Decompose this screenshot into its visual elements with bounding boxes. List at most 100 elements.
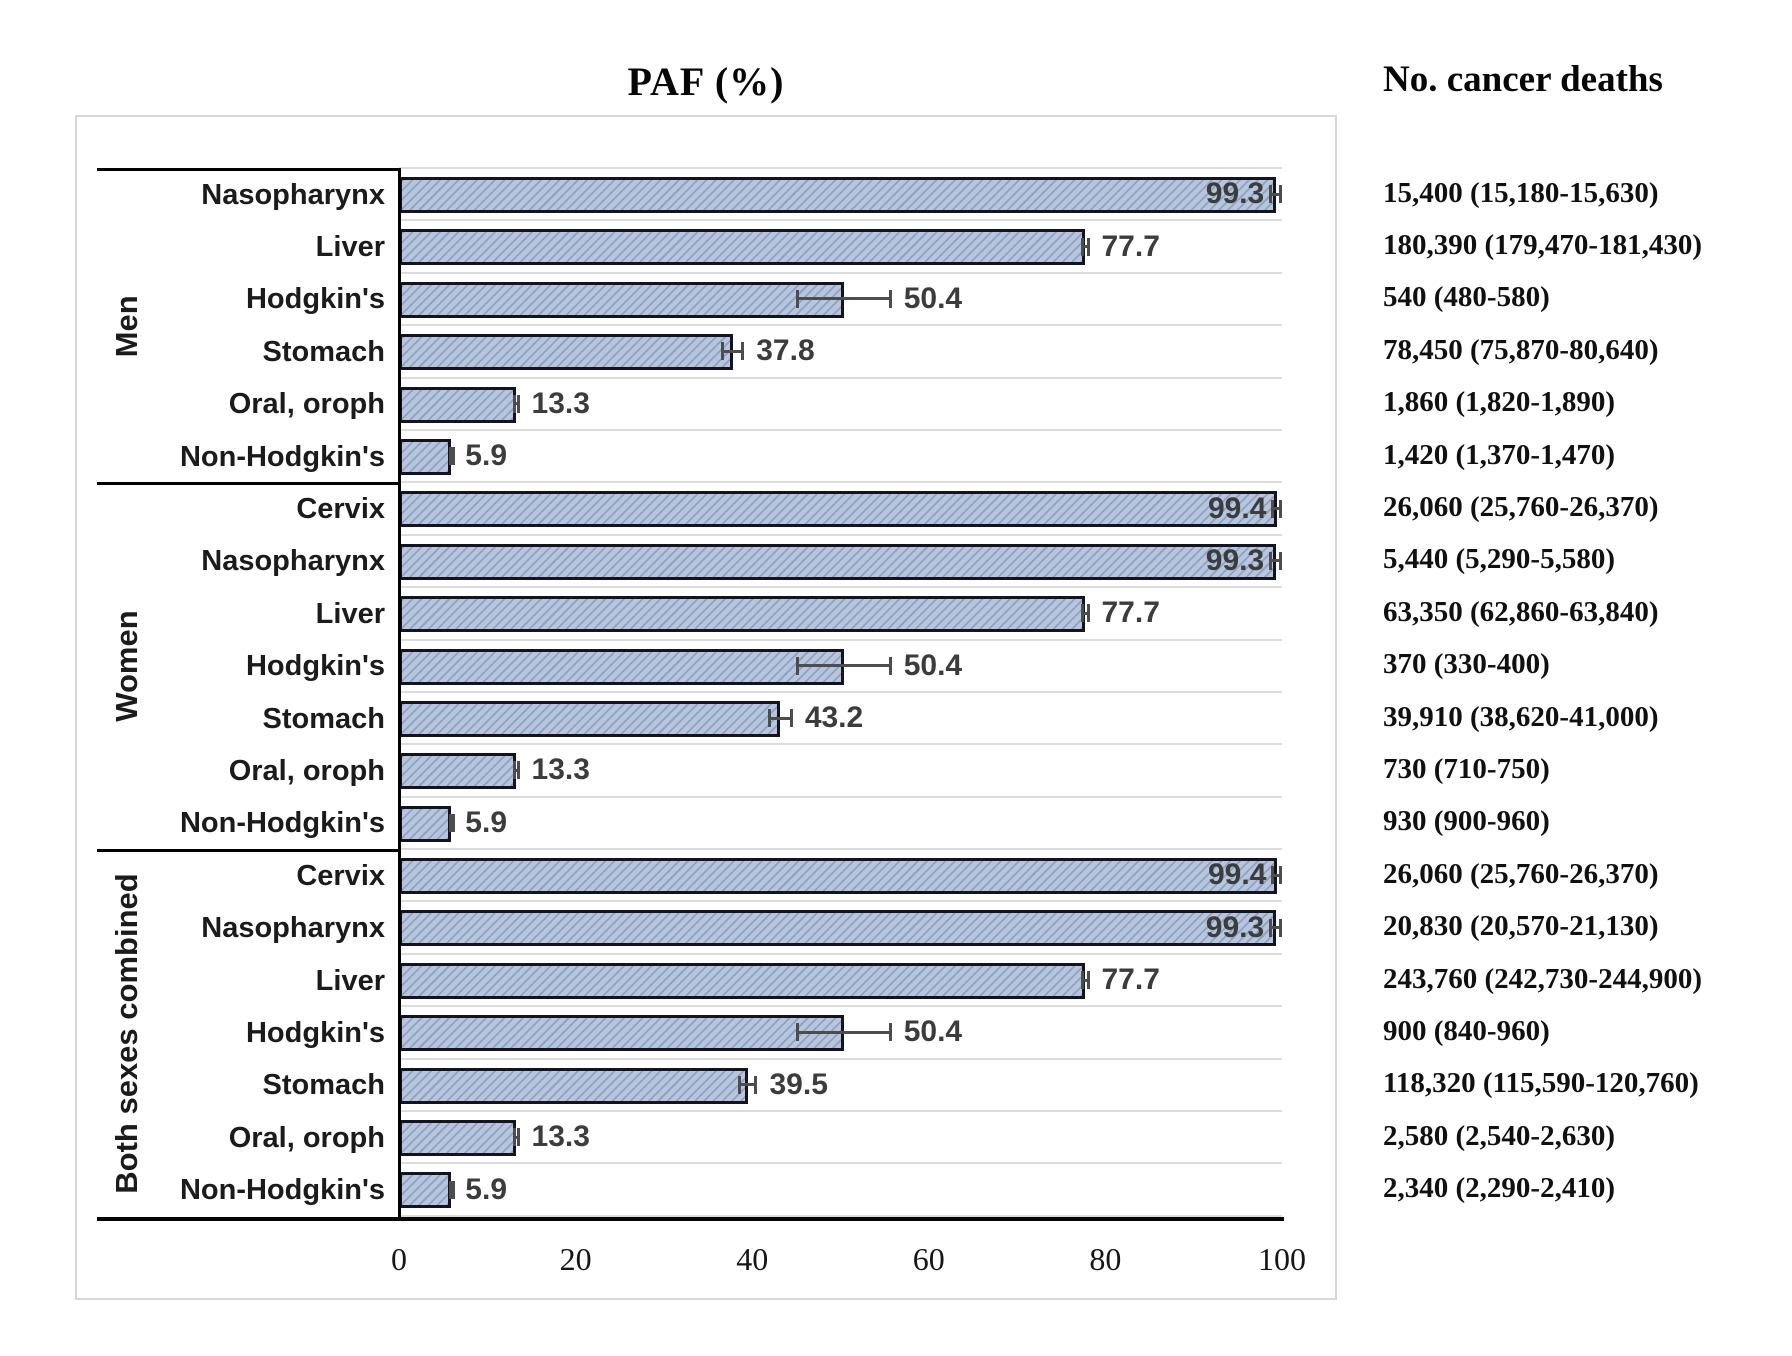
x-tick-label: 100 xyxy=(1258,1241,1306,1277)
bar-track: 99.3 xyxy=(399,169,1283,222)
chart-row: Liver 77.7 xyxy=(97,588,1282,641)
error-bar xyxy=(448,1180,455,1199)
chart-row: Nasopharynx 99.3 xyxy=(97,169,1283,222)
bar xyxy=(399,438,452,475)
error-bar xyxy=(796,289,892,308)
chart-frame: Men Nasopharynx 99.3 Liver 77.7 Hodgkin's 50.4… xyxy=(75,115,1337,1300)
error-bar xyxy=(1269,918,1283,937)
bar-track: 99.4 xyxy=(399,483,1282,536)
error-bar xyxy=(1080,971,1090,990)
deaths-row: 26,060 (25,760-26,370) xyxy=(1383,857,1659,890)
bar xyxy=(399,334,733,371)
category-label: Nasopharynx xyxy=(97,169,399,222)
x-tick-label: 0 xyxy=(391,1241,407,1277)
group-label: Men xyxy=(109,295,144,358)
bar-track: 5.9 xyxy=(399,798,1282,851)
x-tick-label: 80 xyxy=(1089,1241,1122,1277)
deaths-row: 370 (330-400) xyxy=(1383,648,1550,681)
error-bar xyxy=(513,761,520,780)
value-label: 99.4 xyxy=(1208,858,1267,892)
category-label: Hodgkin's xyxy=(97,273,399,327)
value-label: 99.3 xyxy=(1205,177,1265,211)
deaths-row: 5,440 (5,290-5,580) xyxy=(1383,543,1615,576)
error-bar xyxy=(1080,237,1090,256)
value-label: 77.7 xyxy=(1101,229,1160,263)
bar xyxy=(399,1067,748,1104)
chart-row: Cervix 99.4 xyxy=(97,850,1282,903)
bar xyxy=(399,648,845,685)
value-label: 99.3 xyxy=(1205,910,1265,944)
chart-row: Hodgkin's 50.4 xyxy=(97,273,1282,327)
deaths-column-header: No. cancer deaths xyxy=(1383,59,1663,100)
bar-track: 50.4 xyxy=(399,1007,1282,1060)
category-label: Stomach xyxy=(97,326,399,379)
deaths-row: 1,860 (1,820-1,890) xyxy=(1383,386,1615,419)
deaths-row: 26,060 (25,760-26,370) xyxy=(1383,491,1659,524)
deaths-row: 930 (900-960) xyxy=(1383,805,1550,838)
error-bar xyxy=(513,394,520,413)
bar xyxy=(399,229,1086,266)
deaths-row: 39,910 (38,620-41,000) xyxy=(1383,700,1659,733)
bar-track: 99.3 xyxy=(399,902,1283,955)
error-bar xyxy=(738,1075,758,1094)
x-tick-label: 20 xyxy=(559,1241,592,1277)
bar xyxy=(399,805,452,842)
chart-row: Non-Hodgkin's 5.9 xyxy=(97,797,1282,851)
bar-track: 13.3 xyxy=(399,1112,1282,1165)
group-both-sexes-combined: Both sexes combined Cervix 99.4 Nasopharynx… xyxy=(97,849,1283,1217)
deaths-row: 118,320 (115,590-120,760) xyxy=(1383,1067,1699,1100)
bar xyxy=(399,596,1086,633)
value-label: 5.9 xyxy=(465,1172,508,1206)
bar-track: 50.4 xyxy=(399,641,1282,693)
bar-track: 99.4 xyxy=(399,850,1282,903)
bar xyxy=(399,753,517,790)
chart-row: Oral, oroph 13.3 xyxy=(97,378,1282,431)
deaths-row: 2,340 (2,290-2,410) xyxy=(1383,1172,1615,1205)
x-axis-ticks: 0 20 40 60 80 100 xyxy=(391,1241,1306,1291)
deaths-row: 78,450 (75,870-80,640) xyxy=(1383,333,1659,366)
error-bar xyxy=(796,656,892,675)
category-label: Nasopharynx xyxy=(97,902,399,955)
bar xyxy=(399,386,517,423)
x-axis-line xyxy=(97,1217,1284,1221)
x-tick-label: 40 xyxy=(736,1241,769,1277)
value-label: 50.4 xyxy=(903,648,963,682)
value-label: 13.3 xyxy=(531,753,590,787)
value-label: 43.2 xyxy=(804,701,864,735)
category-label: Oral, oroph xyxy=(97,1112,399,1165)
chart-row: Hodgkin's 50.4 xyxy=(97,640,1282,693)
bar-track: 77.7 xyxy=(399,588,1282,641)
category-label: Stomach xyxy=(97,1059,399,1113)
bar-track: 13.3 xyxy=(399,379,1282,431)
deaths-row: 180,390 (179,470-181,430) xyxy=(1383,229,1702,262)
chart-row: Nasopharynx 99.3 xyxy=(97,535,1283,589)
category-label: Oral, oroph xyxy=(97,745,399,798)
category-label: Cervix xyxy=(97,850,399,903)
bar xyxy=(399,962,1086,999)
deaths-row: 540 (480-580) xyxy=(1383,281,1550,314)
bar xyxy=(399,543,1276,580)
chart-row: Stomach 37.8 xyxy=(97,326,1282,379)
error-bar xyxy=(448,813,455,832)
error-bar xyxy=(768,709,793,728)
deaths-row: 20,830 (20,570-21,130) xyxy=(1383,910,1659,943)
chart-row: Cervix 99.4 xyxy=(97,483,1282,536)
chart-row: Oral, oroph 13.3 xyxy=(97,1112,1282,1165)
category-label: Hodgkin's xyxy=(97,640,399,693)
value-label: 50.4 xyxy=(903,281,963,315)
deaths-row: 63,350 (62,860-63,840) xyxy=(1383,595,1659,628)
value-label: 5.9 xyxy=(465,805,508,839)
value-label: 99.3 xyxy=(1205,543,1265,577)
category-label: Liver xyxy=(97,954,399,1008)
bar-track: 13.3 xyxy=(399,745,1282,798)
chart-row: Non-Hodgkin's 5.9 xyxy=(97,430,1282,484)
chart-title: PAF (%) xyxy=(627,59,785,104)
value-label: 39.5 xyxy=(769,1067,828,1101)
value-label: 50.4 xyxy=(903,1015,963,1049)
bar-track: 50.4 xyxy=(399,274,1282,327)
group-label: Both sexes combined xyxy=(109,873,144,1194)
bar xyxy=(399,1015,845,1052)
category-label: Hodgkin's xyxy=(97,1007,399,1060)
value-label: 5.9 xyxy=(465,439,508,473)
